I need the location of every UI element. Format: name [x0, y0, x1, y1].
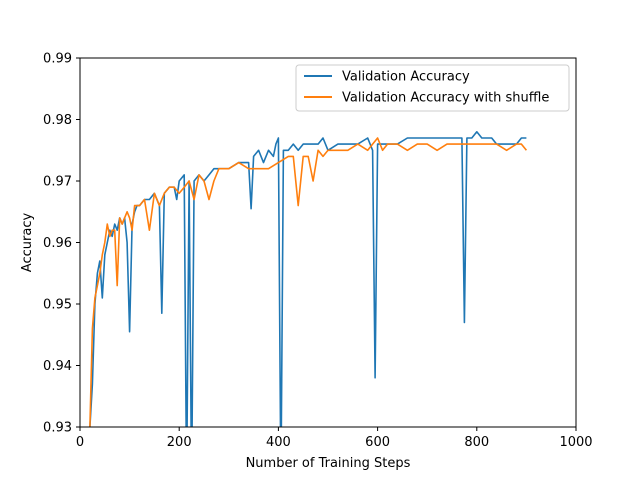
y-axis-label: Accuracy — [20, 213, 35, 273]
x-tick-label: 200 — [167, 435, 192, 450]
y-tick-label: 0.95 — [43, 298, 72, 313]
series-layer — [89, 131, 528, 427]
legend-label-validation-accuracy-shuffle: Validation Accuracy with shuffle — [342, 91, 549, 106]
legend-label-validation-accuracy: Validation Accuracy — [342, 70, 470, 85]
y-tick-label: 0.97 — [43, 175, 72, 190]
x-tick-label: 1000 — [559, 435, 592, 450]
legend-box — [295, 64, 570, 112]
series-line-validation-accuracy-shuffle — [89, 137, 528, 427]
plot-frame — [79, 57, 577, 428]
series-line-validation-accuracy — [89, 131, 527, 427]
x-tick-label: 600 — [365, 435, 390, 450]
y-tick-label: 0.98 — [43, 113, 72, 128]
y-tick-label: 0.96 — [43, 236, 72, 251]
x-tick-label: 800 — [464, 435, 489, 450]
y-tick-label: 0.99 — [43, 52, 72, 67]
x-axis: 0 200 400 600 800 1000 — [76, 427, 593, 450]
y-tick-label: 0.94 — [43, 359, 72, 374]
x-axis-label: Number of Training Steps — [246, 456, 411, 471]
y-axis: 0.93 0.94 0.95 0.96 0.97 0.98 0.99 — [43, 52, 80, 436]
x-tick-label: 400 — [266, 435, 291, 450]
legend: Validation Accuracy Validation Accuracy … — [295, 64, 570, 112]
y-tick-label: 0.93 — [43, 421, 72, 436]
x-tick-label: 0 — [76, 435, 84, 450]
